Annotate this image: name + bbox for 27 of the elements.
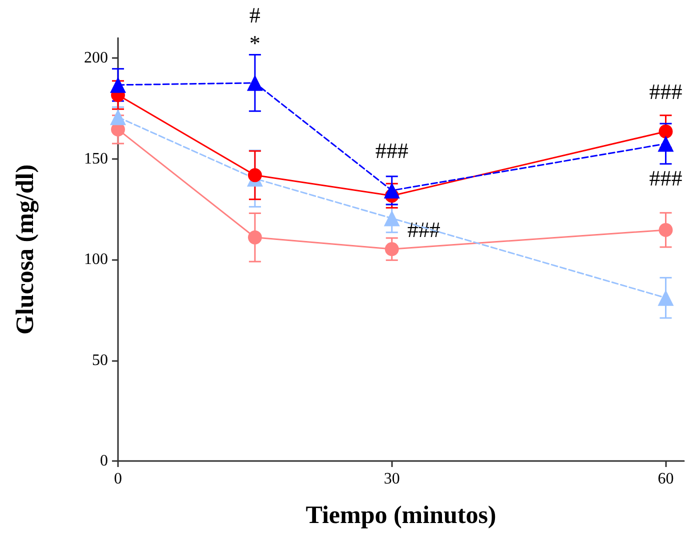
x-tick-label: 0 [114, 470, 122, 488]
y-axis-title: Glucosa (mg/dl) [12, 164, 39, 335]
point [384, 182, 400, 198]
point [658, 124, 673, 138]
point [248, 230, 262, 244]
y-tick-label: 150 [84, 150, 108, 168]
x-tick-label: 60 [658, 470, 674, 488]
y-tick-label: 200 [84, 50, 108, 67]
annotation: ### [649, 78, 682, 104]
point [658, 222, 673, 237]
point [248, 168, 262, 182]
point [658, 290, 674, 306]
point [110, 109, 126, 126]
annotation: ### [649, 165, 682, 190]
x-axis-title: Tiempo (minutos) [306, 502, 496, 529]
y-tick-label: 50 [92, 352, 108, 369]
point [384, 210, 400, 226]
annotation: * [249, 30, 260, 56]
point [246, 74, 263, 91]
annotation: ### [375, 138, 408, 163]
annotation: # [249, 2, 260, 28]
y-tick-label: 0 [100, 452, 108, 470]
point [658, 136, 674, 152]
point [110, 76, 126, 93]
point [384, 242, 399, 256]
x-tick-label: 30 [384, 470, 400, 488]
y-tick-label: 100 [84, 251, 108, 268]
